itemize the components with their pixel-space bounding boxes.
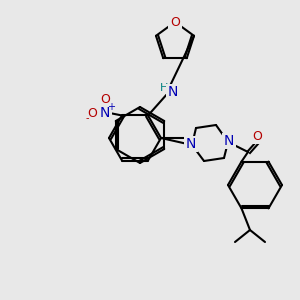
Text: H: H <box>160 83 168 93</box>
Text: N: N <box>100 106 110 121</box>
Text: N: N <box>168 85 178 99</box>
Text: O: O <box>252 130 262 142</box>
Text: O: O <box>87 107 97 120</box>
Text: O: O <box>100 93 110 106</box>
Text: O: O <box>170 16 180 28</box>
Text: N: N <box>186 137 196 151</box>
Text: N: N <box>224 134 234 148</box>
Text: +: + <box>107 103 115 112</box>
Text: -: - <box>85 113 89 124</box>
